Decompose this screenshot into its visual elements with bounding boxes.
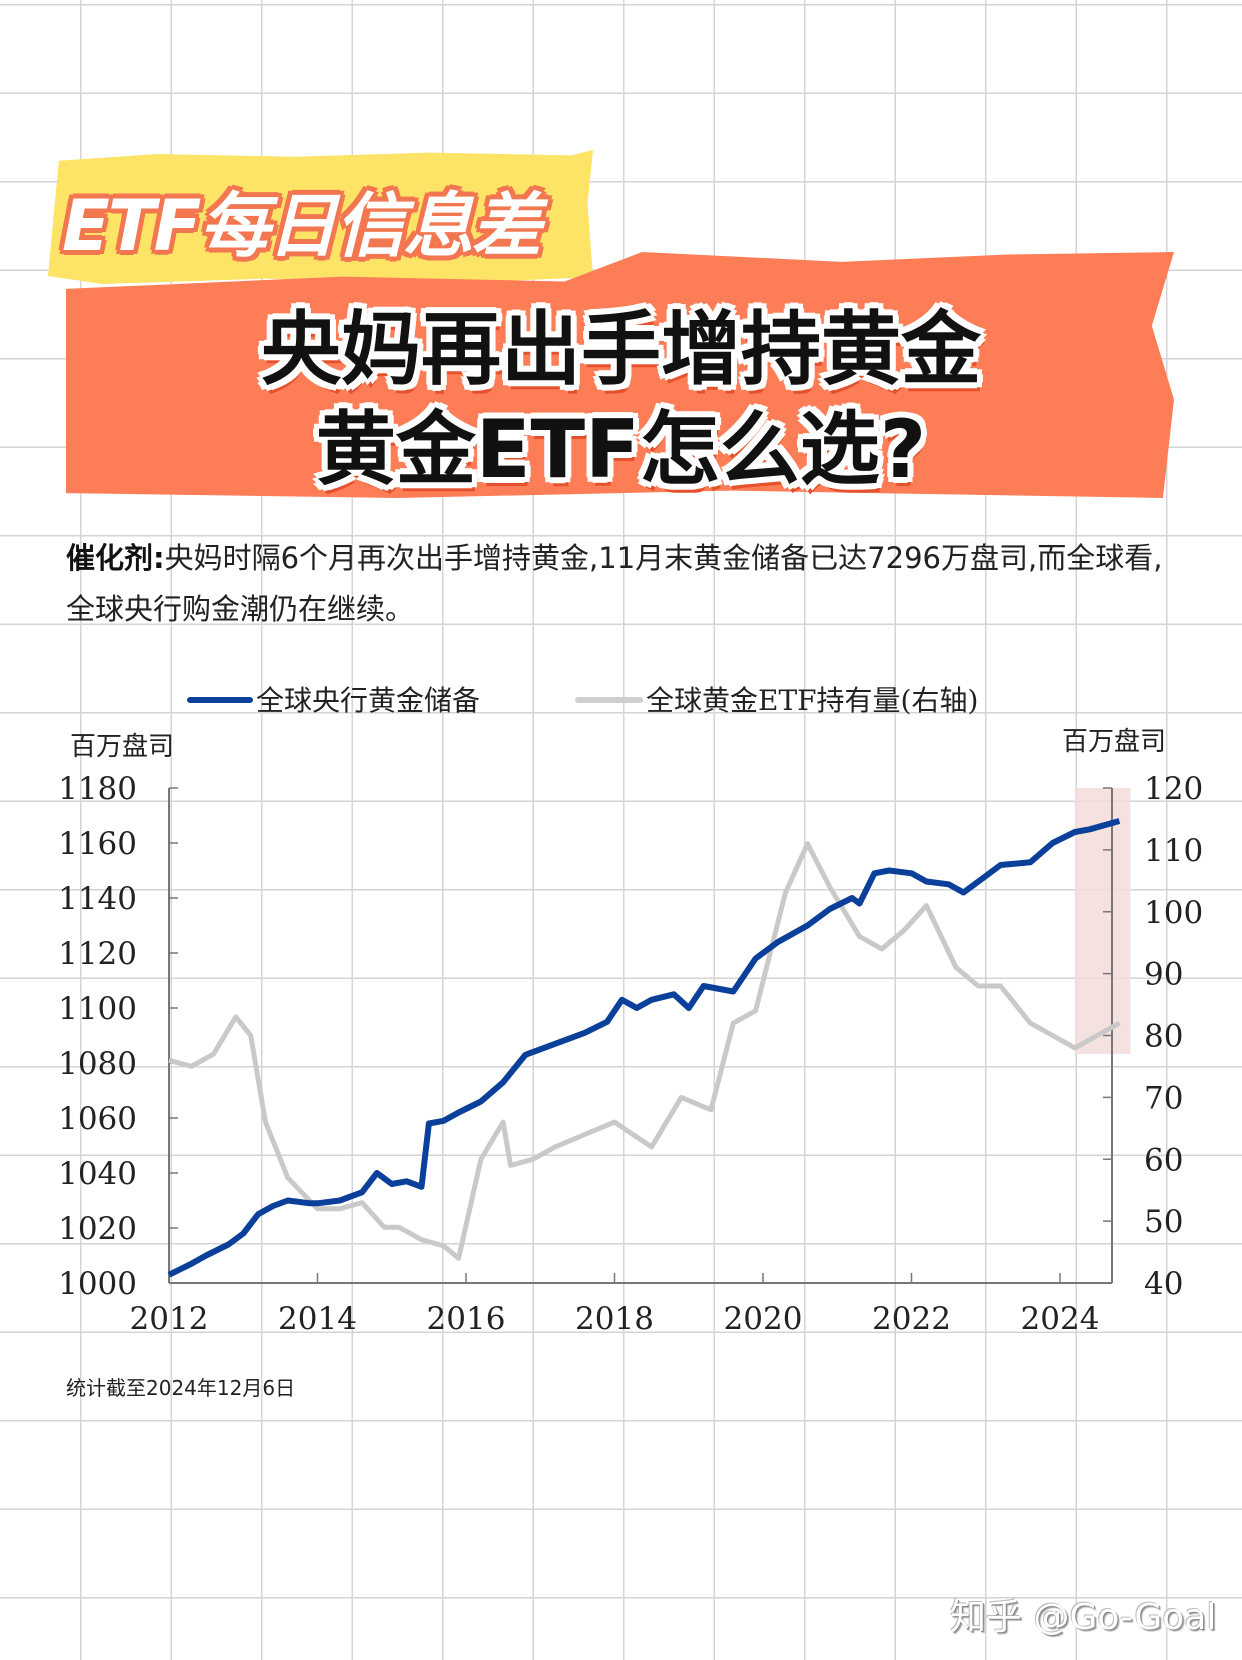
headline-line-2: 黄金ETF怎么选? [315, 403, 927, 496]
headline-line-1: 央妈再出手增持黄金 [261, 303, 981, 396]
central-bank-reserves-line [167, 818, 1121, 1278]
left-axis-ticks: 1000 1020 1040 1060 1080 1100 1120 1140 1160 1180 [58, 771, 178, 1302]
right-tick-label: 100 [1144, 895, 1203, 931]
zhihu-watermark: 知乎 @Go-Goal [950, 1597, 1217, 1638]
orange-banner [66, 252, 1174, 498]
right-tick-label: 80 [1144, 1019, 1183, 1055]
x-tick-label: 2012 [130, 1301, 209, 1337]
left-tick-label: 1000 [58, 1266, 137, 1302]
left-tick-label: 1080 [58, 1046, 137, 1082]
x-tick-label: 2020 [724, 1301, 803, 1337]
catalyst-label: 催化剂: [66, 541, 165, 575]
right-axis-unit: 百万盘司 [1062, 727, 1166, 757]
x-tick-label: 2024 [1021, 1301, 1100, 1337]
left-tick-label: 1140 [58, 881, 137, 917]
right-tick-label: 50 [1144, 1204, 1183, 1240]
chart-legend: 全球央行黄金储备 全球黄金ETF持有量(右轴) [187, 684, 978, 717]
left-tick-label: 1180 [58, 771, 137, 807]
body-paragraph: 催化剂:央妈时隔6个月再次出手增持黄金,11月末黄金储备已达7296万盘司,而全… [66, 533, 1166, 635]
left-tick-label: 1100 [58, 991, 137, 1027]
catalyst-text: 央妈时隔6个月再次出手增持黄金,11月末黄金储备已达7296万盘司,而全球看,全… [66, 541, 1163, 626]
data-footnote: 统计截至2024年12月6日 [66, 1376, 296, 1400]
right-axis-ticks: 40 50 60 70 80 90 100 110 120 [1103, 771, 1203, 1302]
series-badge: ETF每日信息差 [62, 185, 541, 267]
right-tick-label: 90 [1144, 957, 1183, 993]
yellow-banner [48, 150, 593, 284]
right-tick-label: 60 [1144, 1142, 1183, 1178]
left-tick-label: 1120 [58, 936, 137, 972]
legend-label-etf: 全球黄金ETF持有量(右轴) [646, 684, 978, 717]
x-tick-label: 2016 [427, 1301, 506, 1337]
left-tick-label: 1060 [58, 1101, 137, 1137]
x-tick-label: 2022 [872, 1301, 951, 1337]
left-tick-label: 1160 [58, 826, 137, 862]
right-tick-label: 110 [1144, 833, 1203, 869]
left-tick-label: 1040 [58, 1156, 137, 1192]
x-tick-label: 2018 [575, 1301, 654, 1337]
left-tick-label: 1020 [58, 1211, 137, 1247]
chart-axes [168, 788, 1113, 1284]
x-axis-ticks: 2012 2014 2016 2018 2020 2022 2024 [130, 1273, 1100, 1337]
legend-label-reserves: 全球央行黄金储备 [256, 684, 480, 717]
left-axis-unit: 百万盘司 [70, 732, 174, 762]
etf-holdings-line [168, 841, 1121, 1261]
x-tick-label: 2014 [278, 1301, 357, 1337]
right-tick-label: 120 [1144, 771, 1203, 807]
right-tick-label: 70 [1144, 1080, 1183, 1116]
right-tick-label: 40 [1144, 1266, 1183, 1302]
